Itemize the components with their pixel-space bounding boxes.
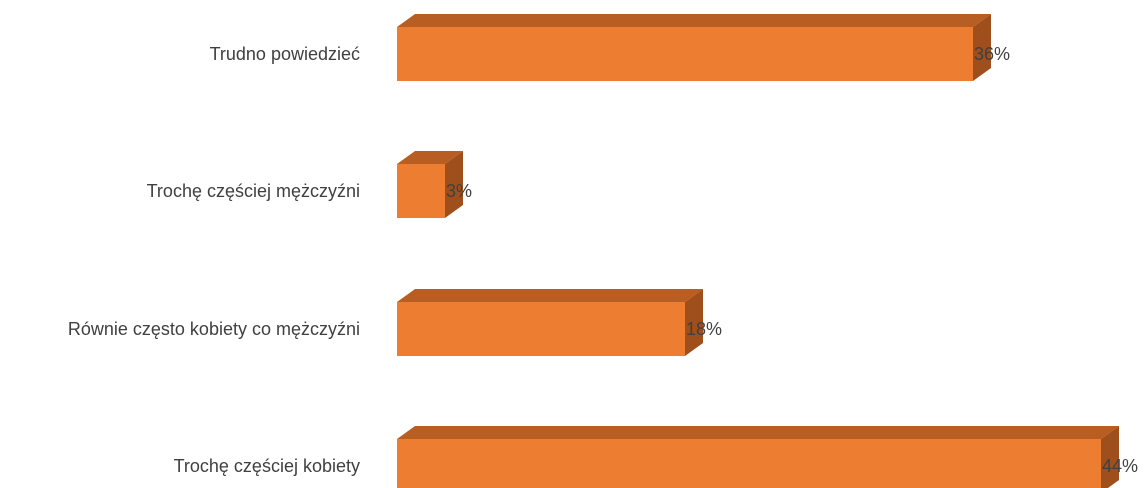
bar-top-troche-czesciej-mezczyzni (397, 151, 463, 164)
category-label-rownie-czesto-kobiety-co-mezczyzni: Równie często kobiety co mężczyźni (68, 319, 360, 339)
bar-trudno-powiedziec (397, 27, 973, 81)
category-label-trudno-powiedziec: Trudno powiedzieć (210, 44, 360, 64)
value-label-rownie-czesto-kobiety-co-mezczyzni: 18% (686, 319, 722, 339)
bar-troche-czesciej-kobiety (397, 439, 1101, 488)
category-labels-group: Trudno powiedzieć Trochę częściej mężczyź… (68, 44, 360, 476)
bar-side-troche-czesciej-kobiety (1101, 426, 1119, 488)
bar-top-rownie-czesto-kobiety-co-mezczyzni (397, 289, 703, 302)
value-label-troche-czesciej-kobiety: 44% (1102, 456, 1138, 476)
value-label-trudno-powiedziec: 36% (974, 44, 1010, 64)
value-labels-group: 36% 3% 18% 44% (446, 44, 1138, 476)
bar-side-troche-czesciej-mezczyzni (445, 151, 463, 218)
category-label-troche-czesciej-mezczyzni: Trochę częściej mężczyźni (147, 181, 360, 201)
category-label-troche-czesciej-kobiety: Trochę częściej kobiety (174, 456, 360, 476)
bar-top-trudno-powiedziec (397, 14, 991, 27)
bar-side-rownie-czesto-kobiety-co-mezczyzni (685, 289, 703, 356)
bars-group (397, 14, 1119, 488)
value-label-troche-czesciej-mezczyzni: 3% (446, 181, 472, 201)
bar-troche-czesciej-mezczyzni (397, 164, 445, 218)
bar-top-troche-czesciej-kobiety (397, 426, 1119, 439)
bar-side-trudno-powiedziec (973, 14, 991, 81)
bar-rownie-czesto-kobiety-co-mezczyzni (397, 302, 685, 356)
